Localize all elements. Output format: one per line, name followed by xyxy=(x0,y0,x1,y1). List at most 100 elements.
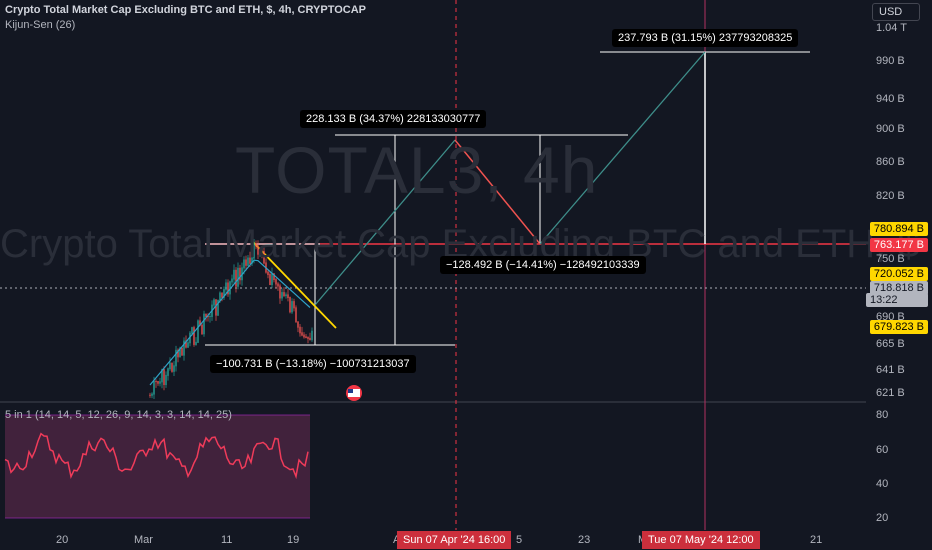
candle-body xyxy=(197,320,199,343)
candle-body xyxy=(187,342,189,348)
time-axis-label: 23 xyxy=(578,534,591,546)
candle-body xyxy=(149,394,151,396)
candle-body xyxy=(181,347,183,356)
candle-body xyxy=(213,299,215,306)
candle-body xyxy=(303,334,305,338)
oscillator-label: 5 in 1 (14, 14, 5, 12, 26, 9, 14, 3, 3, … xyxy=(5,409,232,421)
candle-body xyxy=(245,259,247,266)
projection-leg-1 xyxy=(314,139,456,306)
price-axis-label: 820 B xyxy=(876,190,905,202)
price-tag-yellow: 679.823 B xyxy=(869,320,928,334)
candle-body xyxy=(285,294,287,297)
projection-leg-2 xyxy=(454,139,541,245)
candle-body xyxy=(151,393,153,396)
candle-body xyxy=(287,294,289,299)
candle-body xyxy=(255,243,257,247)
candle-body xyxy=(299,326,301,334)
candle-body xyxy=(269,274,271,286)
candle-body xyxy=(297,321,299,328)
candle-body xyxy=(217,299,219,316)
price-axis-label: 665 B xyxy=(876,338,905,350)
candle-body xyxy=(253,243,255,259)
candle-body xyxy=(291,301,293,313)
candle-body xyxy=(193,327,195,345)
candle-body xyxy=(237,267,239,287)
oscillator-line xyxy=(4,432,309,480)
candle-body xyxy=(157,381,159,384)
candle-body xyxy=(207,315,209,318)
candle-body xyxy=(301,332,303,336)
measure-label: 237.793 B (31.15%) 237793208325 xyxy=(612,29,799,47)
candle-body xyxy=(229,281,231,295)
candle-body xyxy=(289,297,291,313)
candle-body xyxy=(169,362,171,370)
chart-title: Crypto Total Market Cap Excluding BTC an… xyxy=(5,4,367,16)
candle-body xyxy=(171,362,173,372)
time-axis-label: A xyxy=(393,534,400,546)
candle-body xyxy=(167,368,169,376)
osc-axis-label: 40 xyxy=(876,478,889,490)
candle-body xyxy=(223,289,225,298)
time-axis-label: 11 xyxy=(221,534,233,546)
candle-body xyxy=(295,307,297,323)
candle-body xyxy=(221,292,223,298)
candle-body xyxy=(261,248,263,253)
time-axis-label: 20 xyxy=(56,534,69,546)
oscillator-fill-area xyxy=(5,415,310,518)
candle-body xyxy=(307,337,309,339)
candle-body xyxy=(249,257,251,264)
candle-body xyxy=(279,285,281,299)
downtrend-line xyxy=(251,240,337,329)
price-axis-label: 1.04 T xyxy=(876,22,907,34)
osc-axis-label: 20 xyxy=(876,512,889,524)
price-axis-label: 621 B xyxy=(876,387,905,399)
candle-body xyxy=(163,369,165,386)
measure-label: −100.731 B (−13.18%) −100731213037 xyxy=(210,355,416,373)
candle-body xyxy=(293,301,295,309)
kijun-sen-line xyxy=(149,259,311,386)
candle-body xyxy=(247,257,249,266)
measure-label: 228.133 B (34.37%) 228133030777 xyxy=(300,110,487,128)
candle-body xyxy=(257,245,259,255)
price-axis-label: 860 B xyxy=(876,156,905,168)
projection-leg-3 xyxy=(539,51,706,245)
candle-body xyxy=(201,324,203,335)
candle-body xyxy=(175,349,177,367)
osc-axis-label: 60 xyxy=(876,444,889,456)
indicator-label: Kijun-Sen (26) xyxy=(5,19,76,31)
candle-body xyxy=(173,365,175,372)
osc-axis-label: 80 xyxy=(876,409,889,421)
candlestick-series xyxy=(149,238,313,400)
candle-body xyxy=(155,381,157,383)
candle-body xyxy=(183,340,185,356)
price-axis-label: 641 B xyxy=(876,364,905,376)
candle-body xyxy=(199,320,201,326)
candle-body xyxy=(273,273,275,281)
price-tag-crosshair: 718.818 B xyxy=(869,281,928,295)
time-axis-label: 19 xyxy=(287,534,300,546)
candle-body xyxy=(271,273,273,286)
time-marker-label-1: Sun 07 Apr '24 16:00 xyxy=(397,531,512,549)
candle-body xyxy=(185,340,187,348)
candle-body xyxy=(231,278,233,283)
candle-body xyxy=(219,292,221,301)
candle-body xyxy=(239,267,241,281)
candle-body xyxy=(191,327,193,334)
countdown-tag: 13:22 xyxy=(866,293,928,307)
candle-body xyxy=(243,259,245,269)
flag-event-icon[interactable] xyxy=(346,385,362,401)
candle-body xyxy=(263,251,265,264)
price-axis-label: 940 B xyxy=(876,93,905,105)
time-axis-label: Mar xyxy=(134,534,153,546)
candle-body xyxy=(159,381,161,384)
candle-body xyxy=(203,313,205,335)
candle-body xyxy=(283,292,285,297)
candle-body xyxy=(179,347,181,358)
price-tag-yellow: 780.894 B xyxy=(869,222,928,236)
candle-body xyxy=(195,341,197,345)
candle-body xyxy=(205,313,207,317)
currency-selector[interactable]: USD xyxy=(872,3,920,21)
candle-body xyxy=(215,299,217,316)
